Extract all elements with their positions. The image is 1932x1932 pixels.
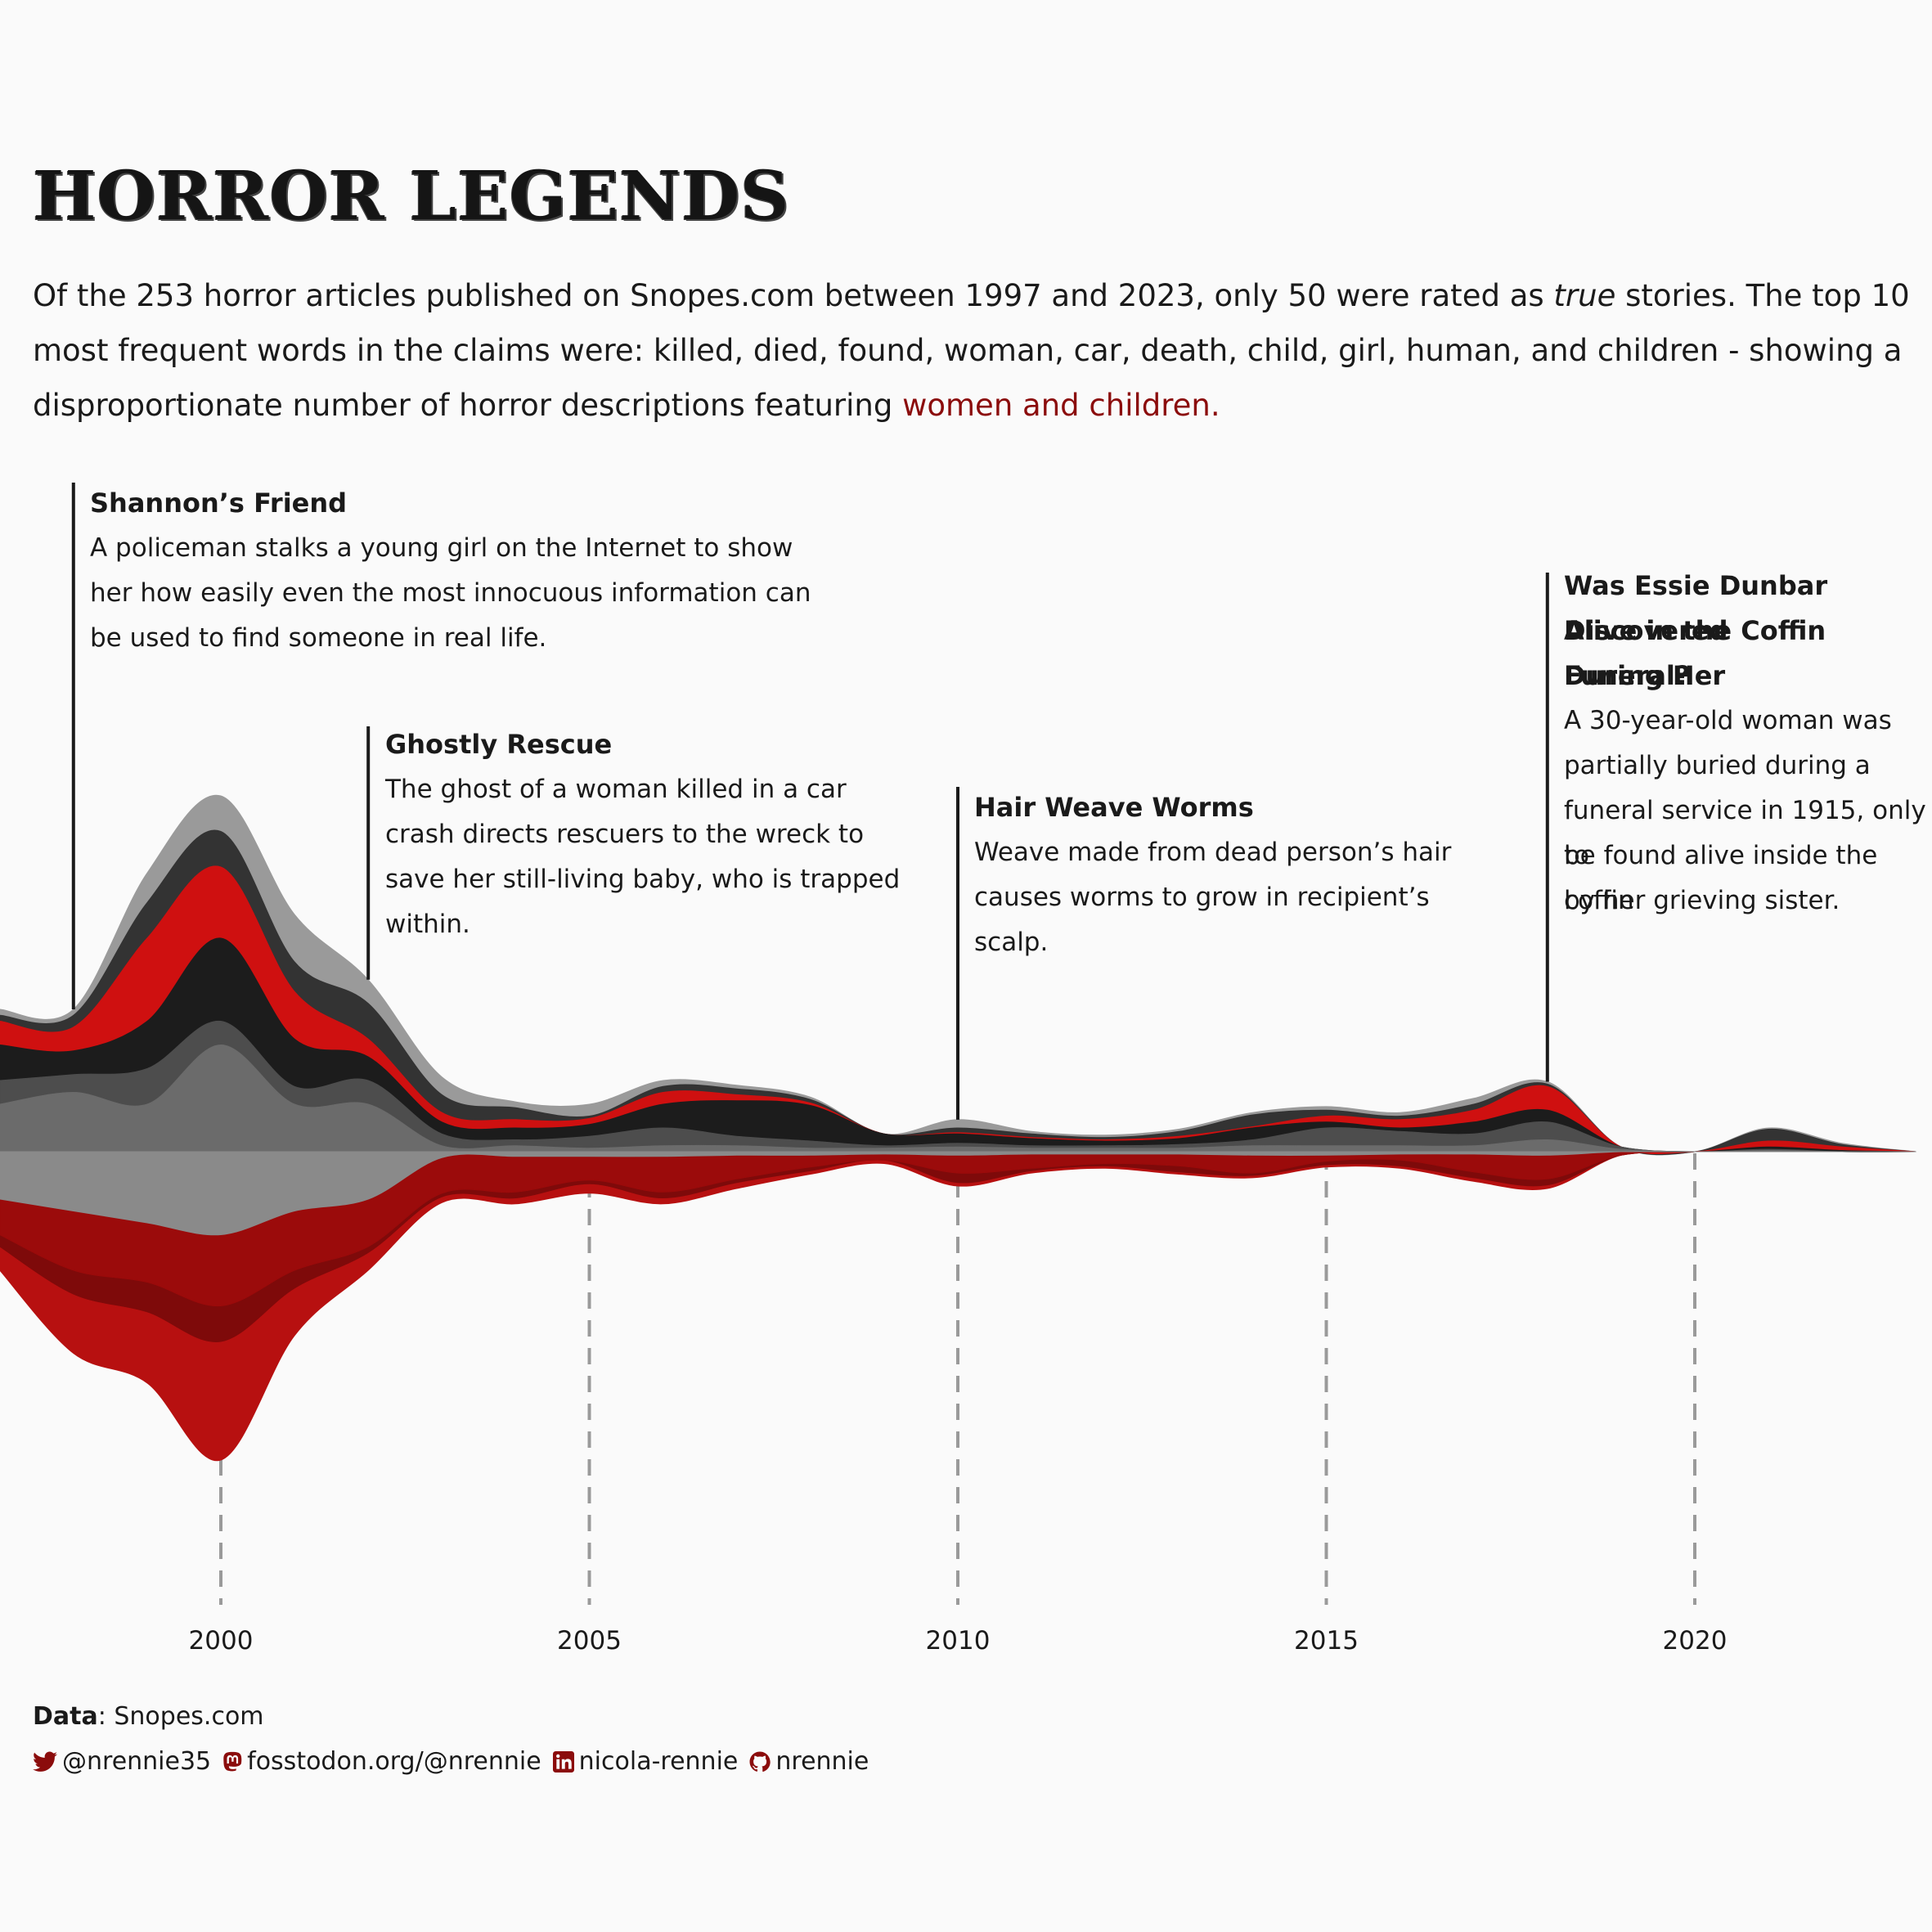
annotation-text-line: scalp.	[974, 928, 1049, 957]
annotation-title-essie-dunbar: Funeral?	[1564, 660, 1691, 691]
social-links: @nrennie35 fosstodon.org/@nrennie nicola…	[33, 1747, 880, 1776]
github-icon	[749, 1751, 771, 1772]
annotation-text-line: A 30-year-old woman was	[1564, 706, 1892, 735]
data-source-caption: Data: Snopes.com	[33, 1702, 264, 1731]
data-source: : Snopes.com	[97, 1702, 264, 1731]
x-tick-label-2010: 2010	[926, 1626, 991, 1656]
mastodon-handle: fosstodon.org/@nrennie	[247, 1747, 541, 1776]
x-tick-label-2015: 2015	[1294, 1626, 1359, 1656]
annotation-text-line: Weave made from dead person’s hair	[974, 838, 1452, 867]
annotation-text-line: save her still-living baby, who is trapp…	[385, 865, 901, 894]
x-tick-label-2000: 2000	[189, 1626, 254, 1656]
stream-layers	[0, 794, 1916, 1462]
annotation-text-line: funeral service in 1915, only to	[1564, 796, 1926, 870]
annotation-text-line: within.	[385, 910, 470, 939]
annotation-lines	[71, 483, 1549, 1120]
github-link[interactable]: nrennie	[749, 1747, 869, 1776]
mastodon-link[interactable]: fosstodon.org/@nrennie	[222, 1747, 541, 1776]
subtitle-part2: stories. The top 10 most frequent words …	[33, 278, 1910, 423]
x-axis-tick-labels: 2000 2005 2010 2015 2020	[189, 1626, 1728, 1656]
x-tick-label-2020: 2020	[1663, 1626, 1728, 1656]
annotation-text-line: by her grieving sister.	[1564, 886, 1840, 915]
twitter-link[interactable]: @nrennie35	[33, 1747, 211, 1776]
github-handle: nrennie	[775, 1747, 869, 1776]
annotation-text-line: causes worms to grow in recipient’s	[974, 883, 1430, 912]
annotation-title-shannons-friend: Shannon’s Friend	[90, 487, 348, 519]
stream-layer-lower-1	[0, 1151, 1916, 1236]
twitter-icon	[33, 1751, 57, 1772]
x-tick-label-2005: 2005	[557, 1626, 622, 1656]
annotation-text-line: partially buried during a	[1564, 751, 1871, 780]
subtitle-part1: Of the 253 horror articles published on …	[33, 278, 1554, 313]
linkedin-handle: nicola-rennie	[578, 1747, 739, 1776]
annotation-title-essie-dunbar: Alive in the Coffin During Her	[1564, 615, 1826, 691]
subtitle-highlight: women and children.	[902, 388, 1220, 423]
annotation-text-line: be found alive inside the coffin	[1564, 841, 1878, 915]
annotation-text-line: be used to find someone in real life.	[90, 623, 547, 653]
grid-lines	[219, 1153, 1696, 1605]
annotation-text-line: The ghost of a woman killed in a car	[385, 775, 847, 804]
annotation-title-essie-dunbar: Was Essie Dunbar Discovered	[1564, 570, 1828, 646]
chart-subtitle: Of the 253 horror articles published on …	[33, 268, 1914, 433]
subtitle-emphasis: true	[1553, 278, 1616, 313]
chart-title: HORROR LEGENDS	[33, 157, 790, 236]
annotation-text-line: A policeman stalks a young girl on the I…	[90, 533, 793, 563]
mastodon-icon	[223, 1751, 242, 1771]
annotation-title-hair-weave-worms: Hair Weave Worms	[974, 792, 1254, 823]
annotation-text-line: crash directs rescuers to the wreck to	[385, 820, 865, 849]
data-label: Data	[33, 1702, 98, 1731]
linkedin-icon	[552, 1750, 574, 1772]
linkedin-link[interactable]: nicola-rennie	[552, 1747, 739, 1776]
annotation-title-ghostly-rescue: Ghostly Rescue	[385, 729, 613, 760]
annotation-text-line: her how easily even the most innocuous i…	[90, 578, 811, 608]
twitter-handle: @nrennie35	[62, 1747, 212, 1776]
